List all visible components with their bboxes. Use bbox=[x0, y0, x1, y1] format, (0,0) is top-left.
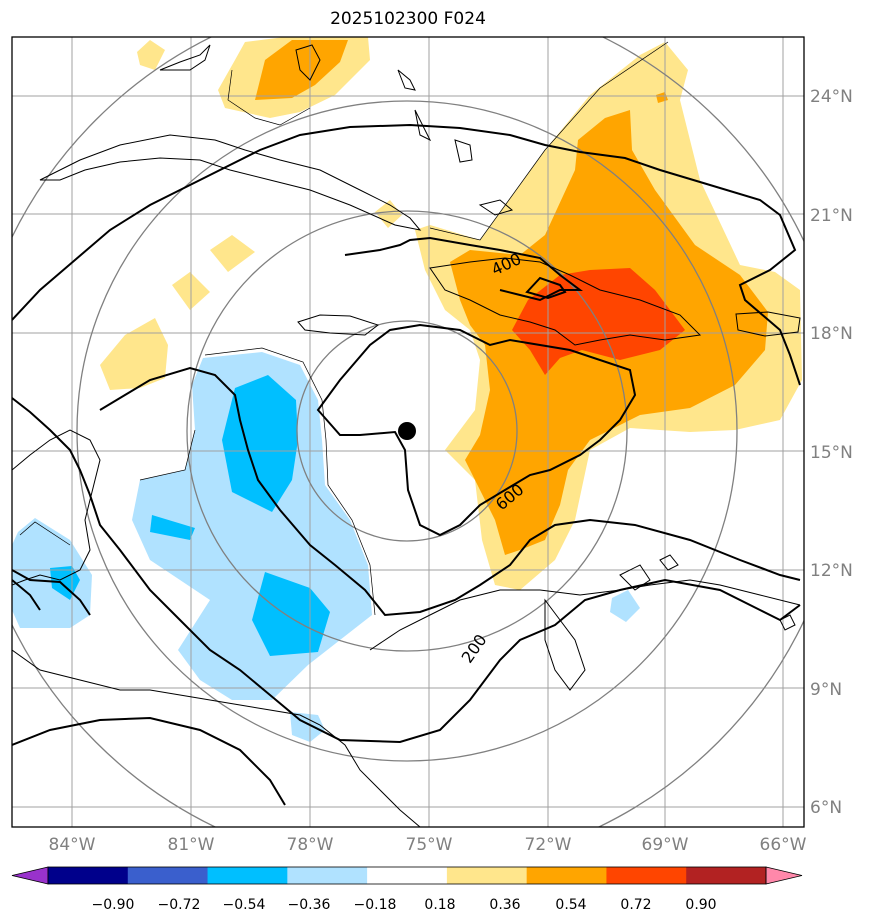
negative-anomaly-medium bbox=[222, 375, 298, 512]
colorbar-label: 0.72 bbox=[620, 897, 651, 913]
positive-anomaly-light bbox=[100, 318, 168, 390]
geopotential-contours bbox=[12, 123, 801, 806]
colorbar-segment bbox=[48, 867, 129, 884]
storm-center-marker bbox=[398, 422, 416, 440]
lat-lon-grid bbox=[12, 37, 804, 827]
lat-label-18n: 18°N bbox=[810, 324, 853, 344]
longitude-labels: 84°W 81°W 78°W 75°W 72°W 69°W 66°W bbox=[49, 835, 807, 855]
lon-label-84w: 84°W bbox=[49, 835, 96, 855]
lon-label-78w: 78°W bbox=[287, 835, 334, 855]
map-title: 2025102300 F024 bbox=[330, 9, 486, 29]
lon-label-72w: 72°W bbox=[525, 835, 572, 855]
lat-label-9n: 9°N bbox=[810, 680, 842, 700]
lat-label-24n: 24°N bbox=[810, 87, 853, 107]
colorbar-extend-high bbox=[765, 866, 803, 885]
colorbar-extend-low bbox=[11, 866, 49, 885]
anomaly-outlines bbox=[19, 41, 669, 616]
colorbar-label: −0.90 bbox=[92, 897, 135, 913]
lat-label-12n: 12°N bbox=[810, 561, 853, 581]
colorbar-segment bbox=[127, 867, 209, 884]
colorbar-label: −0.36 bbox=[288, 897, 331, 913]
colorbar-labels: −0.90 −0.72 −0.54 −0.36 −0.18 0.18 0.36 … bbox=[92, 897, 717, 913]
lat-label-21n: 21°N bbox=[810, 206, 853, 226]
map-frame bbox=[11, 36, 805, 828]
lon-label-81w: 81°W bbox=[168, 835, 215, 855]
coastlines bbox=[12, 44, 801, 827]
lat-label-15n: 15°N bbox=[810, 443, 853, 463]
colorbar-label: −0.72 bbox=[158, 897, 201, 913]
positive-anomaly-light bbox=[137, 40, 165, 70]
positive-anomaly-light bbox=[210, 235, 255, 272]
colorbar-label: 0.90 bbox=[685, 897, 716, 913]
colorbar bbox=[11, 866, 803, 885]
colorbar-segment bbox=[367, 867, 448, 884]
colorbar-segment bbox=[446, 867, 528, 884]
colorbar-label: 0.18 bbox=[424, 897, 455, 913]
colorbar-segment bbox=[287, 867, 368, 884]
colorbar-segment bbox=[686, 867, 767, 884]
colorbar-label: −0.54 bbox=[223, 897, 266, 913]
colorbar-segment bbox=[526, 867, 607, 884]
negative-anomaly-light bbox=[610, 590, 640, 622]
lon-label-75w: 75°W bbox=[406, 835, 453, 855]
positive-anomaly-medium bbox=[255, 40, 348, 100]
lat-label-6n: 6°N bbox=[810, 798, 842, 818]
colorbar-segment bbox=[606, 867, 687, 884]
range-rings bbox=[12, 37, 804, 827]
colorbar-label: 0.54 bbox=[555, 897, 586, 913]
colorbar-segment bbox=[207, 867, 288, 884]
lon-label-69w: 69°W bbox=[642, 835, 689, 855]
colorbar-frame bbox=[47, 866, 767, 885]
colorbar-label: 0.36 bbox=[489, 897, 520, 913]
colorbar-label: −0.18 bbox=[354, 897, 397, 913]
lon-label-66w: 66°W bbox=[760, 835, 807, 855]
negative-anomaly-medium bbox=[150, 515, 195, 540]
latitude-labels: 24°N 21°N 18°N 15°N 12°N 9°N 6°N bbox=[810, 87, 853, 818]
